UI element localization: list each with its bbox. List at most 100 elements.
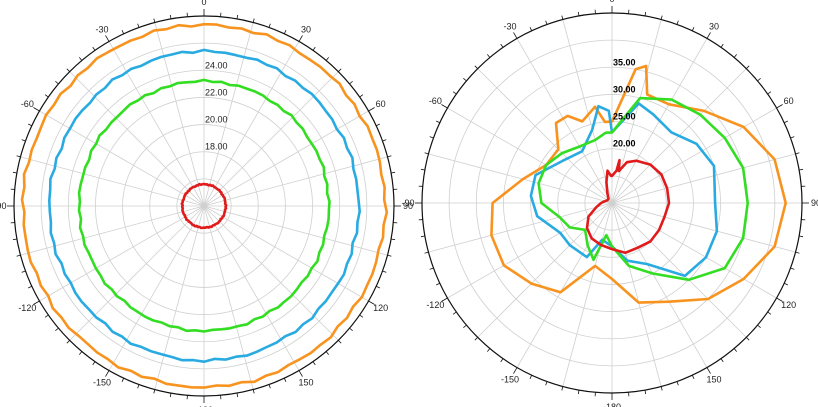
angle-tick-mark: [561, 15, 564, 20]
angle-tick-mark: [368, 300, 375, 305]
angle-tick-mark: [436, 282, 440, 286]
grid-spoke: [477, 68, 613, 204]
angle-tick-label: 90: [403, 201, 413, 211]
angle-tick-mark: [382, 139, 387, 142]
angle-tick-mark: [92, 361, 96, 366]
angle-tick-mark: [66, 340, 70, 344]
angle-tick-mark: [387, 254, 392, 257]
grid-spoke: [562, 202, 613, 387]
angle-tick-mark: [757, 77, 761, 82]
radial-tick-label: 24.00: [205, 60, 228, 70]
angle-tick-mark: [691, 375, 695, 379]
angle-tick-mark: [236, 393, 239, 398]
angle-tick-mark: [137, 23, 140, 28]
grid-spoke: [611, 202, 796, 253]
angle-tick-mark: [55, 80, 59, 85]
grid-spoke: [154, 205, 205, 390]
angle-tick-mark: [500, 43, 504, 48]
angle-tick-mark: [420, 168, 425, 171]
grid-spoke: [562, 19, 613, 204]
angle-tick-label: 120: [373, 303, 388, 313]
angle-tick-mark: [767, 311, 772, 315]
angle-tick-mark: [12, 171, 17, 174]
grid-spoke: [428, 202, 613, 253]
angle-tick-label: -60: [21, 99, 34, 109]
angle-tick-mark: [420, 235, 425, 238]
angle-tick-mark: [44, 94, 49, 98]
grid-spoke: [611, 153, 796, 204]
angle-tick-mark: [121, 30, 125, 34]
angle-tick-label: 60: [376, 99, 386, 109]
grid-spoke: [611, 202, 708, 368]
angle-tick-mark: [283, 378, 287, 382]
radial-tick-label: 35.00: [613, 57, 636, 67]
angle-tick-label: 60: [784, 96, 794, 106]
grid-spoke: [611, 19, 662, 204]
radial-tick-label: 20.00: [613, 139, 636, 149]
angle-tick-mark: [359, 94, 364, 98]
grid-spoke: [203, 22, 254, 207]
angle-tick-mark: [283, 30, 287, 34]
angle-tick-mark: [153, 389, 156, 394]
angle-tick-mark: [676, 381, 679, 386]
angle-tick-mark: [338, 340, 342, 344]
radial-tick-label: 25.00: [613, 112, 636, 122]
angle-tick-mark: [391, 238, 396, 241]
grid-spoke: [20, 156, 205, 207]
series-line: [537, 96, 749, 282]
angle-tick-mark: [441, 297, 448, 302]
grid-spoke: [203, 205, 339, 341]
angle-tick-mark: [92, 46, 96, 51]
angle-tick-mark: [359, 314, 364, 318]
angle-tick-mark: [644, 390, 647, 395]
angle-tick-label: 0: [201, 0, 206, 7]
series-line: [20, 22, 389, 389]
angle-tick-mark: [795, 251, 800, 254]
angle-tick-mark: [312, 361, 316, 366]
angle-tick-mark: [169, 14, 172, 19]
angle-tick-mark: [452, 311, 457, 315]
angle-tick-label: -90: [0, 201, 7, 211]
angle-tick-mark: [21, 270, 26, 273]
series-line: [529, 102, 719, 278]
angle-tick-mark: [16, 155, 21, 158]
grid-spoke: [447, 202, 613, 299]
angle-tick-mark: [577, 390, 580, 395]
angle-tick-mark: [66, 68, 70, 72]
grid-spoke: [428, 153, 613, 204]
angle-tick-label: -120: [426, 300, 444, 310]
angle-tick-mark: [799, 235, 804, 238]
angle-tick-mark: [706, 367, 711, 374]
angle-tick-mark: [325, 57, 330, 61]
series-line: [490, 64, 787, 304]
series-line: [180, 182, 228, 230]
angle-tick-mark: [121, 378, 125, 382]
angle-tick-mark: [644, 11, 647, 16]
grid-spoke: [611, 202, 777, 299]
grid-spoke: [203, 205, 300, 371]
angle-tick-mark: [21, 139, 26, 142]
angle-tick-mark: [312, 46, 316, 51]
angle-tick-mark: [776, 104, 783, 109]
grid-spoke: [20, 205, 205, 256]
angle-tick-mark: [33, 300, 40, 305]
angle-tick-mark: [44, 314, 49, 318]
radial-tick-label: 20.00: [205, 115, 228, 125]
angle-tick-mark: [349, 327, 353, 332]
angle-tick-mark: [529, 375, 533, 379]
angle-tick-mark: [33, 107, 40, 112]
series-line: [77, 78, 331, 333]
angle-tick-mark: [513, 32, 518, 39]
right-polar-chart: 20.00 25.00 30.00 35.00 0 30 60 90 120 150 -180 -15…: [401, 0, 818, 407]
angle-tick-mark: [325, 351, 330, 355]
angle-tick-mark: [720, 358, 724, 363]
grid-spoke: [203, 205, 254, 390]
angle-tick-mark: [382, 270, 387, 273]
angle-tick-mark: [153, 18, 156, 23]
angle-tick-mark: [486, 54, 491, 58]
angle-tick-mark: [733, 54, 738, 58]
angle-tick-mark: [784, 282, 788, 286]
angle-tick-mark: [391, 171, 396, 174]
grid-spoke: [516, 202, 613, 368]
angle-tick-mark: [268, 23, 271, 28]
